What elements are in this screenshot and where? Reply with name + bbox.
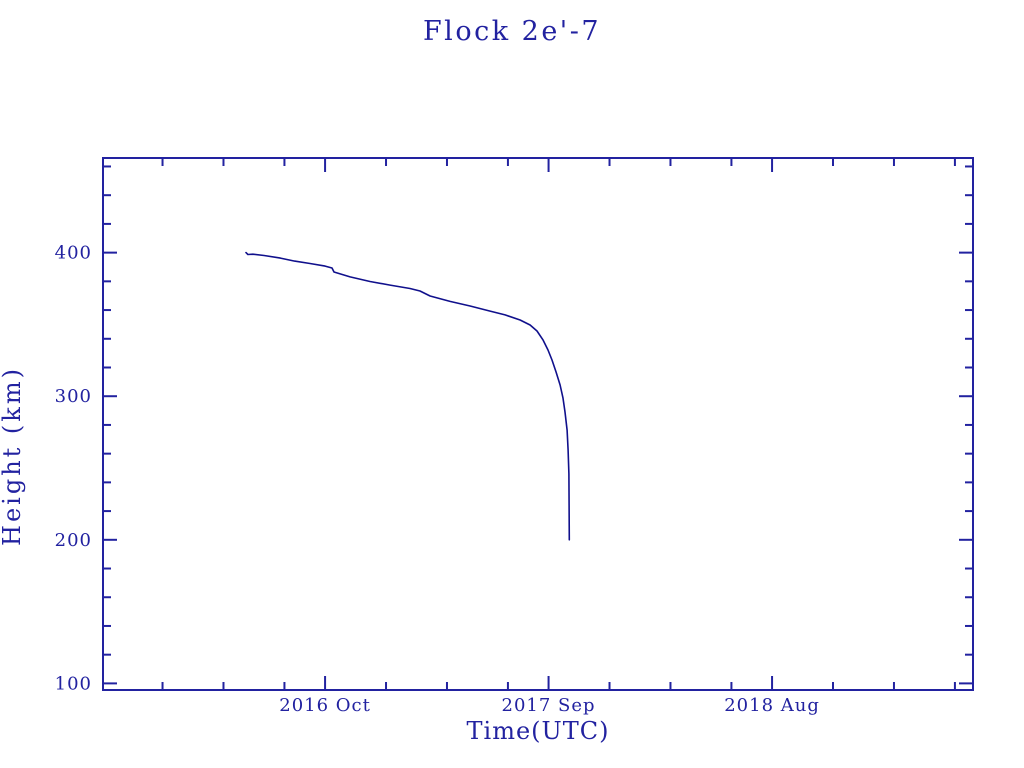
y-axis-title: Height (km) <box>0 366 26 546</box>
y-tick-label: 300 <box>55 386 92 407</box>
y-tick-label: 200 <box>55 530 92 551</box>
y-tick-label: 400 <box>55 243 92 264</box>
x-axis-title: Time(UTC) <box>467 717 610 745</box>
curve-layer <box>245 251 571 541</box>
decay-curve <box>245 251 571 541</box>
plot-box <box>102 157 974 691</box>
axes: 2016 Oct 2017 Sep 2018 Aug 100 200 300 400 <box>55 157 974 716</box>
y-tick-label: 100 <box>55 673 92 694</box>
x-tick-label: 2017 Sep <box>502 695 596 716</box>
x-tick-label: 2018 Aug <box>724 695 820 716</box>
x-tick-label: 2016 Oct <box>279 695 371 716</box>
chart-title: Flock 2e'-7 <box>423 16 601 47</box>
